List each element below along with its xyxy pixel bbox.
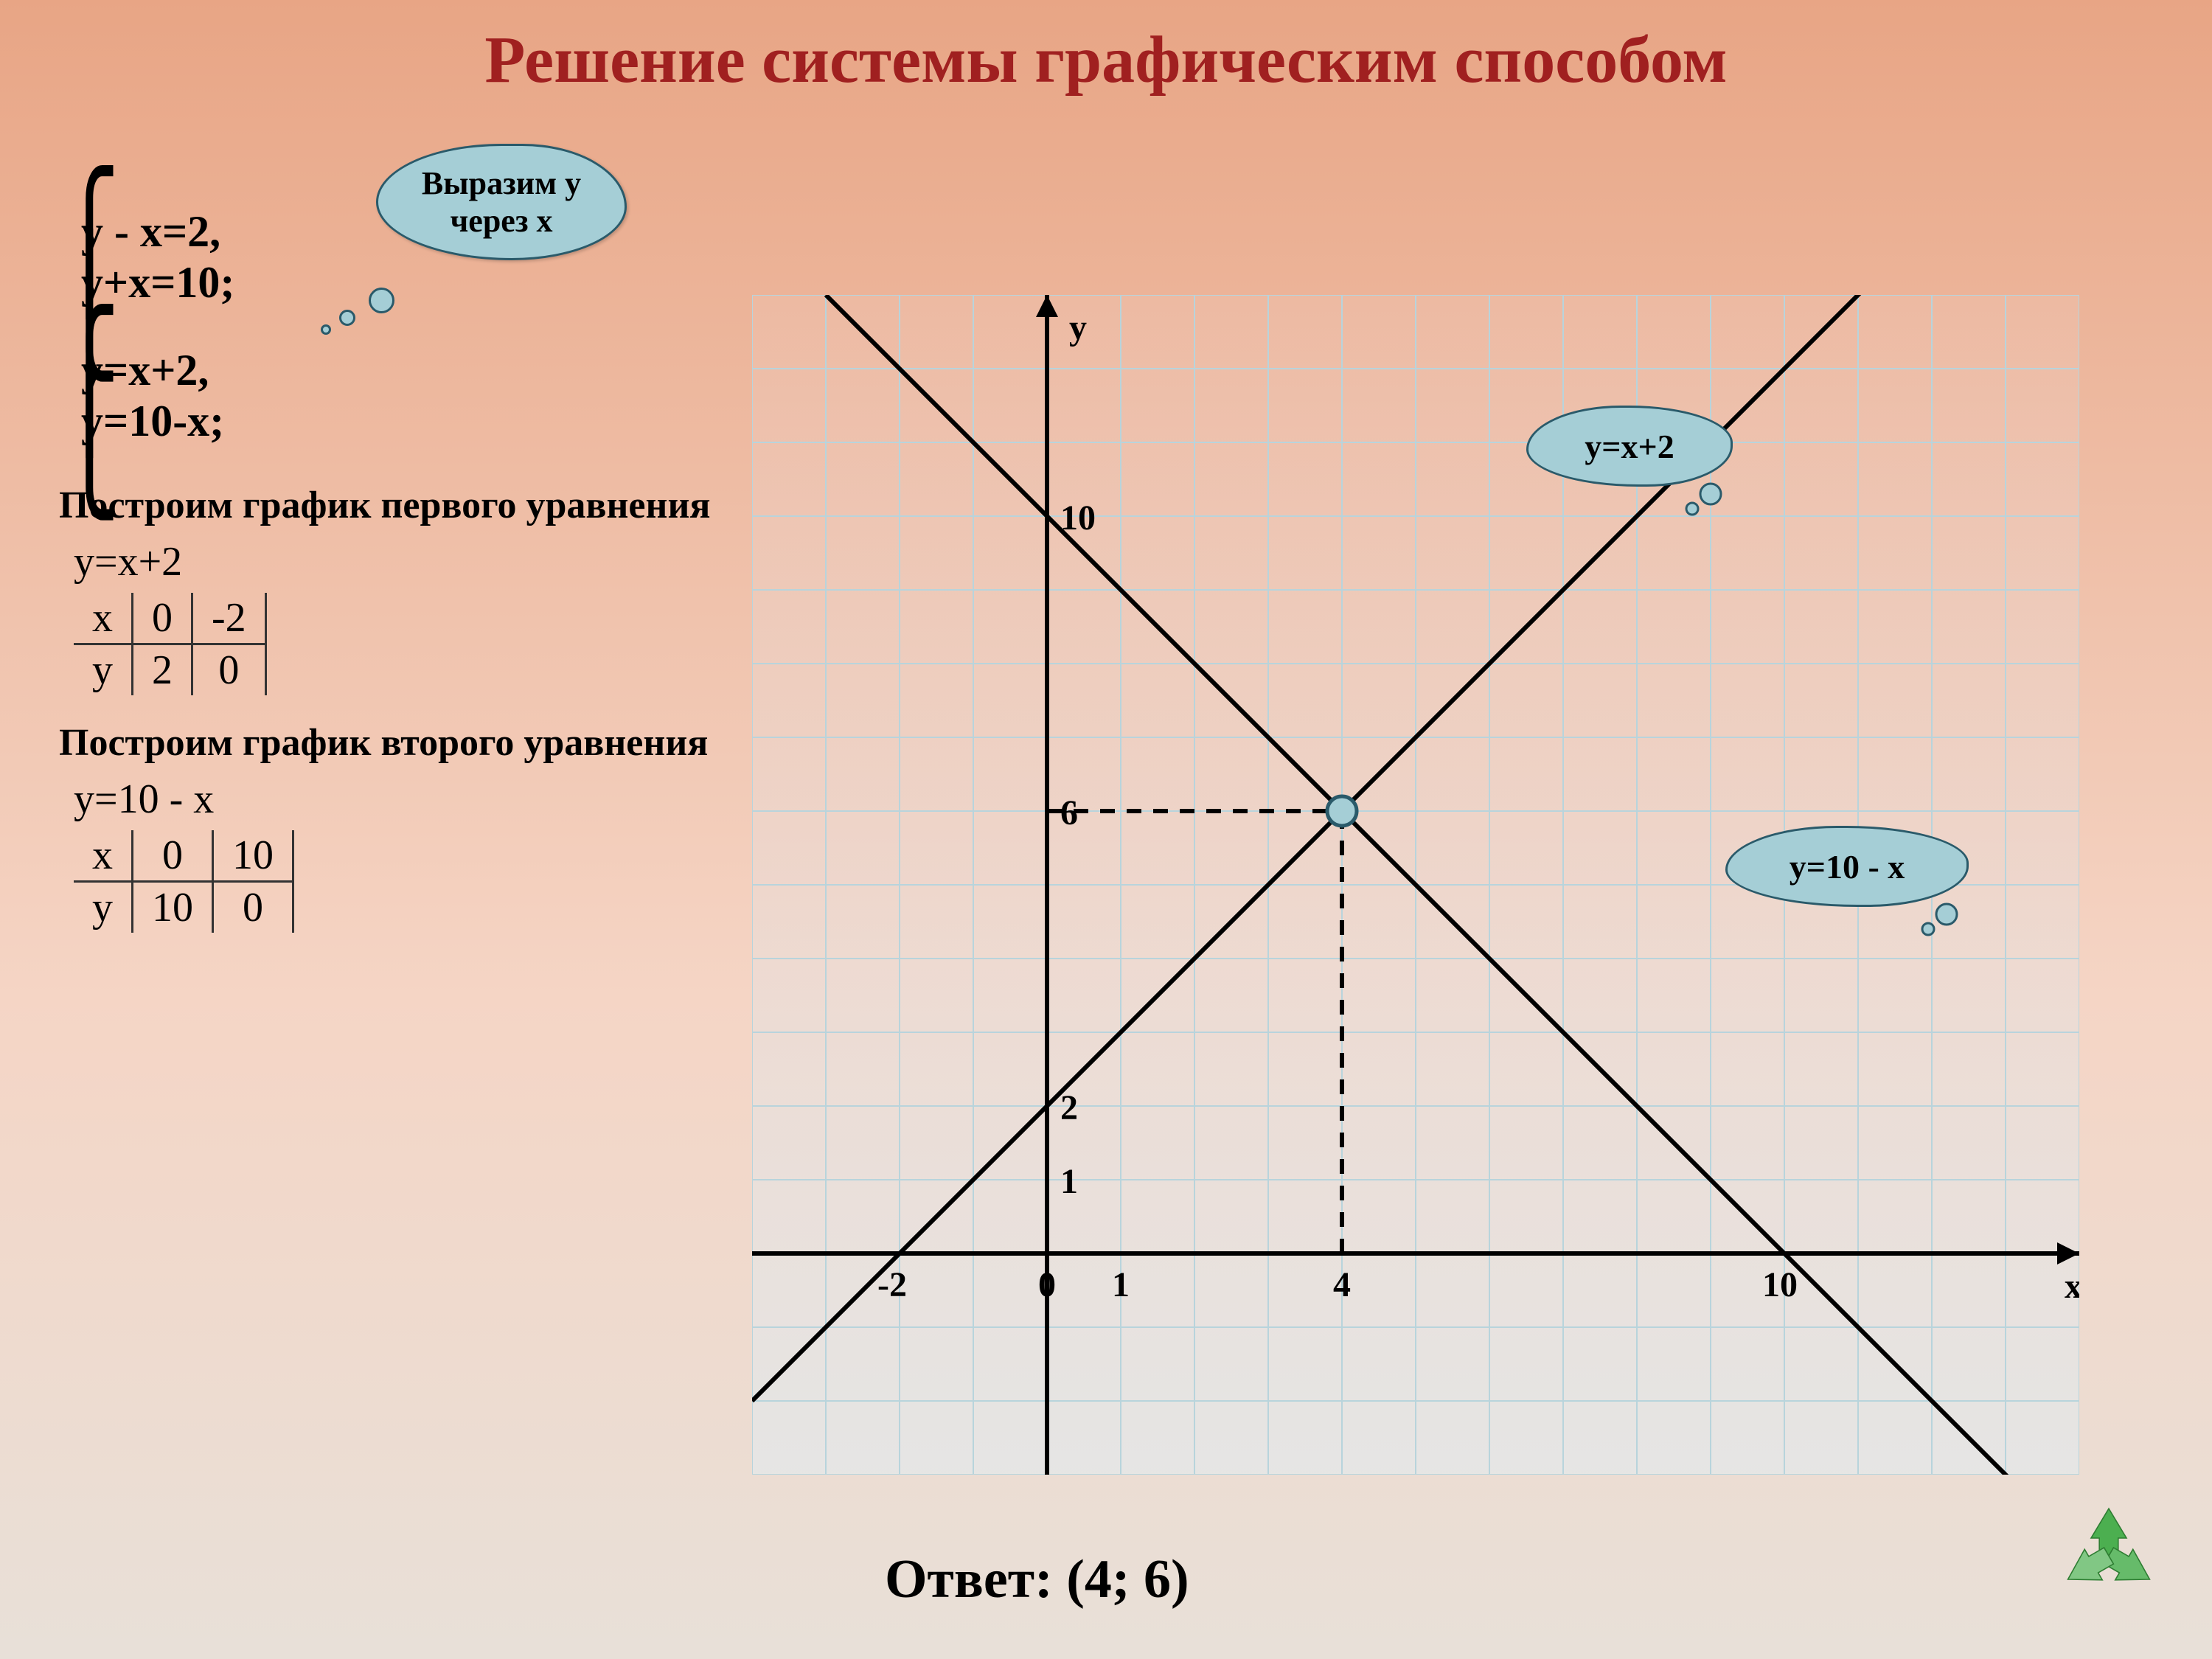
t2-rx: x: [74, 830, 133, 882]
t1-ry: y: [74, 644, 133, 696]
svg-text:1: 1: [1060, 1162, 1078, 1201]
left-column: ⎧⎩ у - х=2, у+х=10; ⎧⎩ у=х+2, у=10-х; По…: [59, 206, 723, 959]
svg-text:y: y: [1069, 308, 1087, 347]
t2-y1: 10: [133, 882, 213, 933]
system-solved: ⎧⎩ у=х+2, у=10-х;: [59, 345, 723, 447]
svg-text:10: 10: [1762, 1265, 1798, 1304]
recycle-icon[interactable]: [2050, 1497, 2168, 1615]
graph-cloud-label: у=10 - х: [1725, 826, 1969, 907]
t1-y1: 2: [133, 644, 192, 696]
page-title: Решение системы графическим способом: [0, 0, 2212, 98]
equation-1: у=х+2: [74, 538, 723, 585]
brace-icon: ⎧⎩: [59, 349, 120, 479]
svg-text:4: 4: [1333, 1265, 1351, 1304]
svg-text:2: 2: [1060, 1088, 1078, 1127]
graph-svg: xy-20141012610у=х+2у=10 - х: [752, 295, 2079, 1475]
t1-x1: 0: [133, 593, 192, 644]
svg-text:1: 1: [1112, 1265, 1130, 1304]
graph-cloud-label: у=х+2: [1526, 406, 1733, 487]
t2-x1: 0: [133, 830, 213, 882]
t2-x2: 10: [213, 830, 293, 882]
answer-label: Ответ: (4; 6): [885, 1548, 1189, 1611]
system-original: ⎧⎩ у - х=2, у+х=10;: [59, 206, 723, 308]
t1-y2: 0: [192, 644, 266, 696]
t2-y2: 0: [213, 882, 293, 933]
graph-area: xy-20141012610у=х+2у=10 - х: [752, 295, 2079, 1475]
build1-label: Построим график первого уравнения: [59, 484, 723, 527]
t2-ry: y: [74, 882, 133, 933]
svg-text:0: 0: [1038, 1265, 1056, 1304]
equation-2: у=10 - х: [74, 776, 723, 823]
svg-text:x: x: [2065, 1267, 2079, 1306]
value-table-2: x 0 10 y 10 0: [74, 830, 294, 933]
value-table-1: x 0 -2 y 2 0: [74, 593, 267, 695]
build2-label: Построим график второго уравнения: [59, 721, 723, 765]
t1-rx: x: [74, 593, 133, 644]
t1-x2: -2: [192, 593, 266, 644]
